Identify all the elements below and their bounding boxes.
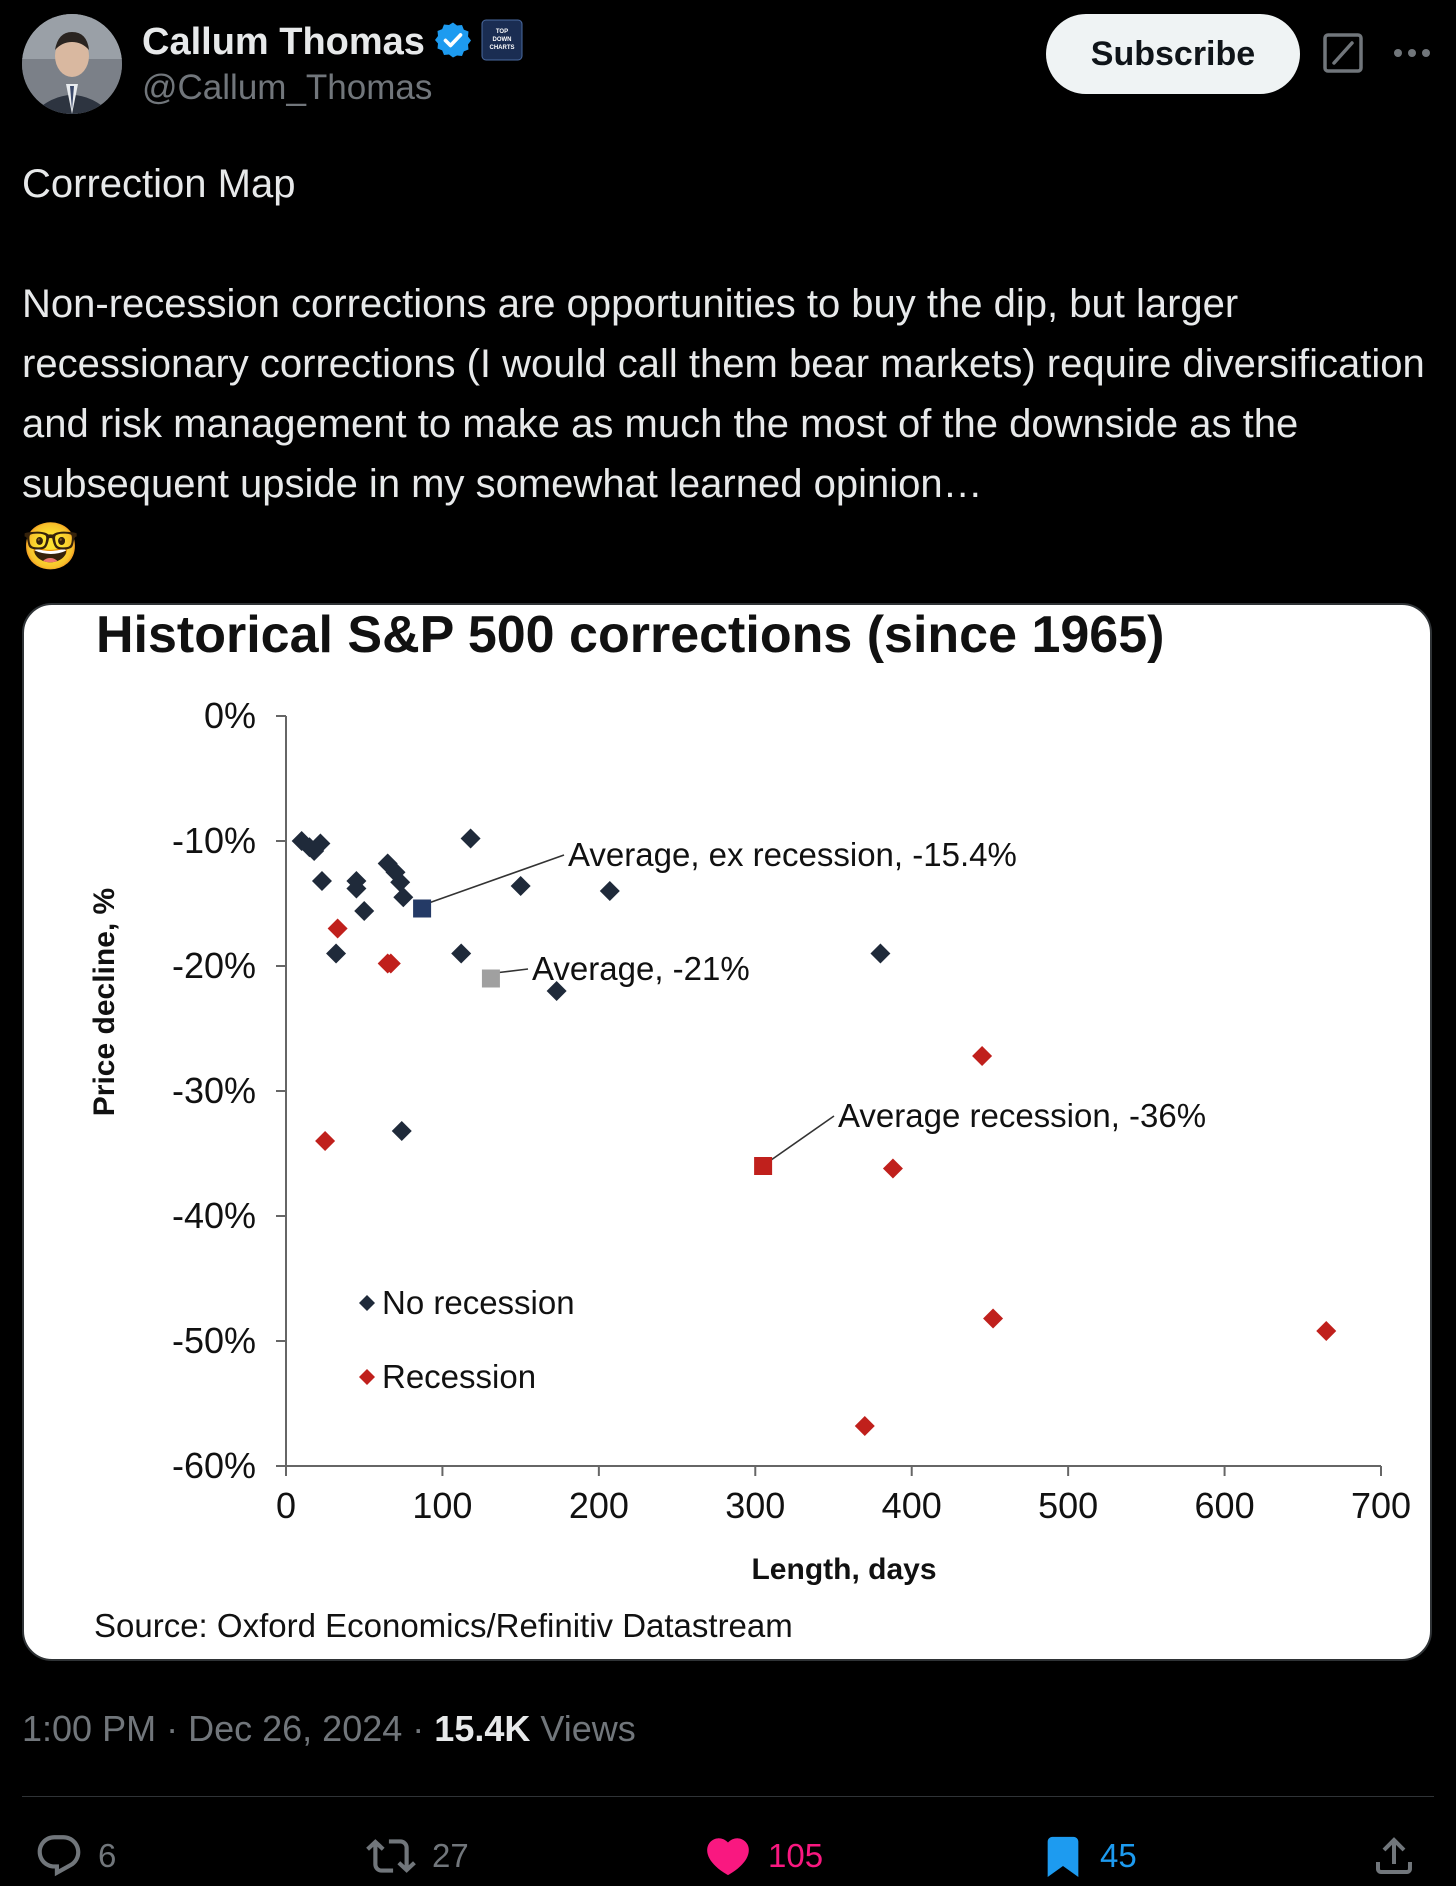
x-tick-label: 700	[1351, 1485, 1411, 1526]
x-tick-label: 500	[1038, 1485, 1098, 1526]
legend-marker	[359, 1369, 375, 1385]
no-recession-point	[391, 1121, 412, 1141]
post-date[interactable]: Dec 26, 2024	[188, 1708, 403, 1749]
svg-text:TOP: TOP	[496, 29, 508, 35]
author-handle[interactable]: @Callum_Thomas	[142, 68, 433, 107]
annotation-label: Average, -21%	[532, 950, 750, 987]
author-name-row: Callum Thomas TOP DOWN CHARTS	[142, 18, 523, 66]
legend-label: Recession	[382, 1358, 536, 1395]
views-count: 15.4K	[434, 1708, 531, 1749]
recession-point	[1316, 1321, 1337, 1341]
annotation-marker	[754, 1157, 773, 1175]
annotation-marker	[413, 899, 432, 918]
chart-legend: No recession Recession	[359, 1284, 575, 1395]
chart-annotations: Average, ex recession, -15.4% Average, -2…	[413, 836, 1206, 1175]
post-time[interactable]: 1:00 PM	[22, 1708, 157, 1749]
y-tick-label: -50%	[172, 1320, 256, 1361]
y-tick-label: -10%	[172, 820, 256, 861]
reply-count: 6	[98, 1837, 117, 1874]
annotation-label: Average recession, -36%	[838, 1097, 1206, 1134]
x-tick-label: 200	[569, 1485, 629, 1526]
heart-icon	[707, 1838, 749, 1876]
divider	[22, 1796, 1434, 1797]
no-recession-point	[546, 981, 567, 1001]
no-recession-point	[326, 943, 347, 964]
y-axis-label: Price decline, %	[88, 888, 121, 1116]
no-recession-point	[599, 881, 620, 901]
more-options-icon[interactable]	[1390, 32, 1434, 74]
x-tick-label: 400	[882, 1485, 942, 1526]
no-recession-point	[311, 871, 332, 891]
bookmark-button[interactable]: 45	[1040, 1828, 1137, 1884]
chart-points	[291, 828, 1337, 1436]
x-tick-label: 300	[725, 1485, 785, 1526]
y-tick-label: -30%	[172, 1070, 256, 1111]
affiliate-badge-icon[interactable]: TOP DOWN CHARTS	[481, 19, 523, 66]
x-tick-label: 100	[412, 1485, 472, 1526]
nerd-face-emoji: 🤓	[22, 520, 80, 572]
svg-text:DOWN: DOWN	[492, 37, 511, 43]
x-tick-label: 600	[1195, 1485, 1255, 1526]
recession-point	[972, 1046, 993, 1066]
legend-marker	[359, 1295, 375, 1311]
chart-axes	[285, 716, 1381, 1467]
annotation-leader-line	[770, 1115, 835, 1161]
svg-text:CHARTS: CHARTS	[489, 45, 514, 51]
reply-button[interactable]: 6	[34, 1828, 116, 1884]
share-icon	[1376, 1837, 1412, 1874]
annotation-leader-line	[429, 854, 565, 904]
post-title: Correction Map	[22, 162, 296, 206]
recession-point	[882, 1158, 903, 1179]
scatter-chart: Historical S&P 500 corrections (since 19…	[88, 606, 1411, 1644]
legend-label: No recession	[382, 1284, 575, 1321]
annotation-leader-line	[498, 968, 529, 974]
chart-source: Source: Oxford Economics/Refinitiv Datas…	[94, 1607, 793, 1644]
annotation-label: Average, ex recession, -15.4%	[568, 836, 1017, 873]
x-axis-label: Length, days	[751, 1553, 936, 1586]
annotation-marker	[481, 969, 500, 988]
y-tick-label: 0%	[204, 695, 256, 736]
no-recession-point	[510, 876, 531, 896]
like-button[interactable]: 105	[702, 1828, 823, 1884]
no-recession-point	[304, 841, 325, 861]
no-recession-point	[390, 872, 411, 893]
recession-point	[380, 953, 401, 974]
bookmark-count: 45	[1100, 1837, 1137, 1874]
repost-icon	[366, 1839, 416, 1873]
no-recession-point	[354, 901, 375, 921]
subscribe-button[interactable]: Subscribe	[1046, 14, 1300, 94]
meta-separator: ·	[166, 1708, 179, 1749]
recession-point	[983, 1308, 1004, 1329]
post-body: Non-recession corrections are opportunit…	[22, 282, 1425, 506]
repost-button[interactable]: 27	[364, 1828, 469, 1884]
chart-title: Historical S&P 500 corrections (since 19…	[96, 606, 1164, 664]
no-recession-point	[870, 943, 891, 964]
bookmark-icon	[1047, 1836, 1079, 1877]
recession-point	[854, 1416, 875, 1436]
post-meta: 1:00 PM · Dec 26, 2024 · 15.4K Views	[22, 1708, 636, 1750]
chart-ticks: 0% -10% -20% -30% -40% -50% -60% 0 100 200 300 400 5…	[172, 695, 1411, 1526]
y-tick-label: -40%	[172, 1195, 256, 1236]
no-recession-point	[346, 878, 367, 899]
author-name[interactable]: Callum Thomas	[142, 20, 425, 63]
recession-point	[327, 918, 348, 939]
chart-image-card[interactable]: Historical S&P 500 corrections (since 19…	[22, 603, 1432, 1661]
y-tick-label: -20%	[172, 945, 256, 986]
views-label: Views	[540, 1708, 636, 1749]
verified-badge-icon[interactable]	[433, 20, 473, 65]
repost-count: 27	[432, 1837, 469, 1874]
meta-separator: ·	[412, 1708, 425, 1749]
recession-point	[315, 1131, 336, 1151]
grok-icon[interactable]	[1322, 32, 1364, 74]
no-recession-point	[393, 887, 414, 908]
share-button[interactable]	[1370, 1828, 1418, 1884]
reply-icon	[37, 1835, 81, 1877]
avatar[interactable]	[22, 14, 122, 114]
x-tick-label: 0	[276, 1485, 296, 1526]
no-recession-point	[451, 943, 472, 964]
like-count: 105	[768, 1837, 824, 1874]
no-recession-point	[460, 828, 481, 849]
y-tick-label: -60%	[172, 1445, 256, 1486]
